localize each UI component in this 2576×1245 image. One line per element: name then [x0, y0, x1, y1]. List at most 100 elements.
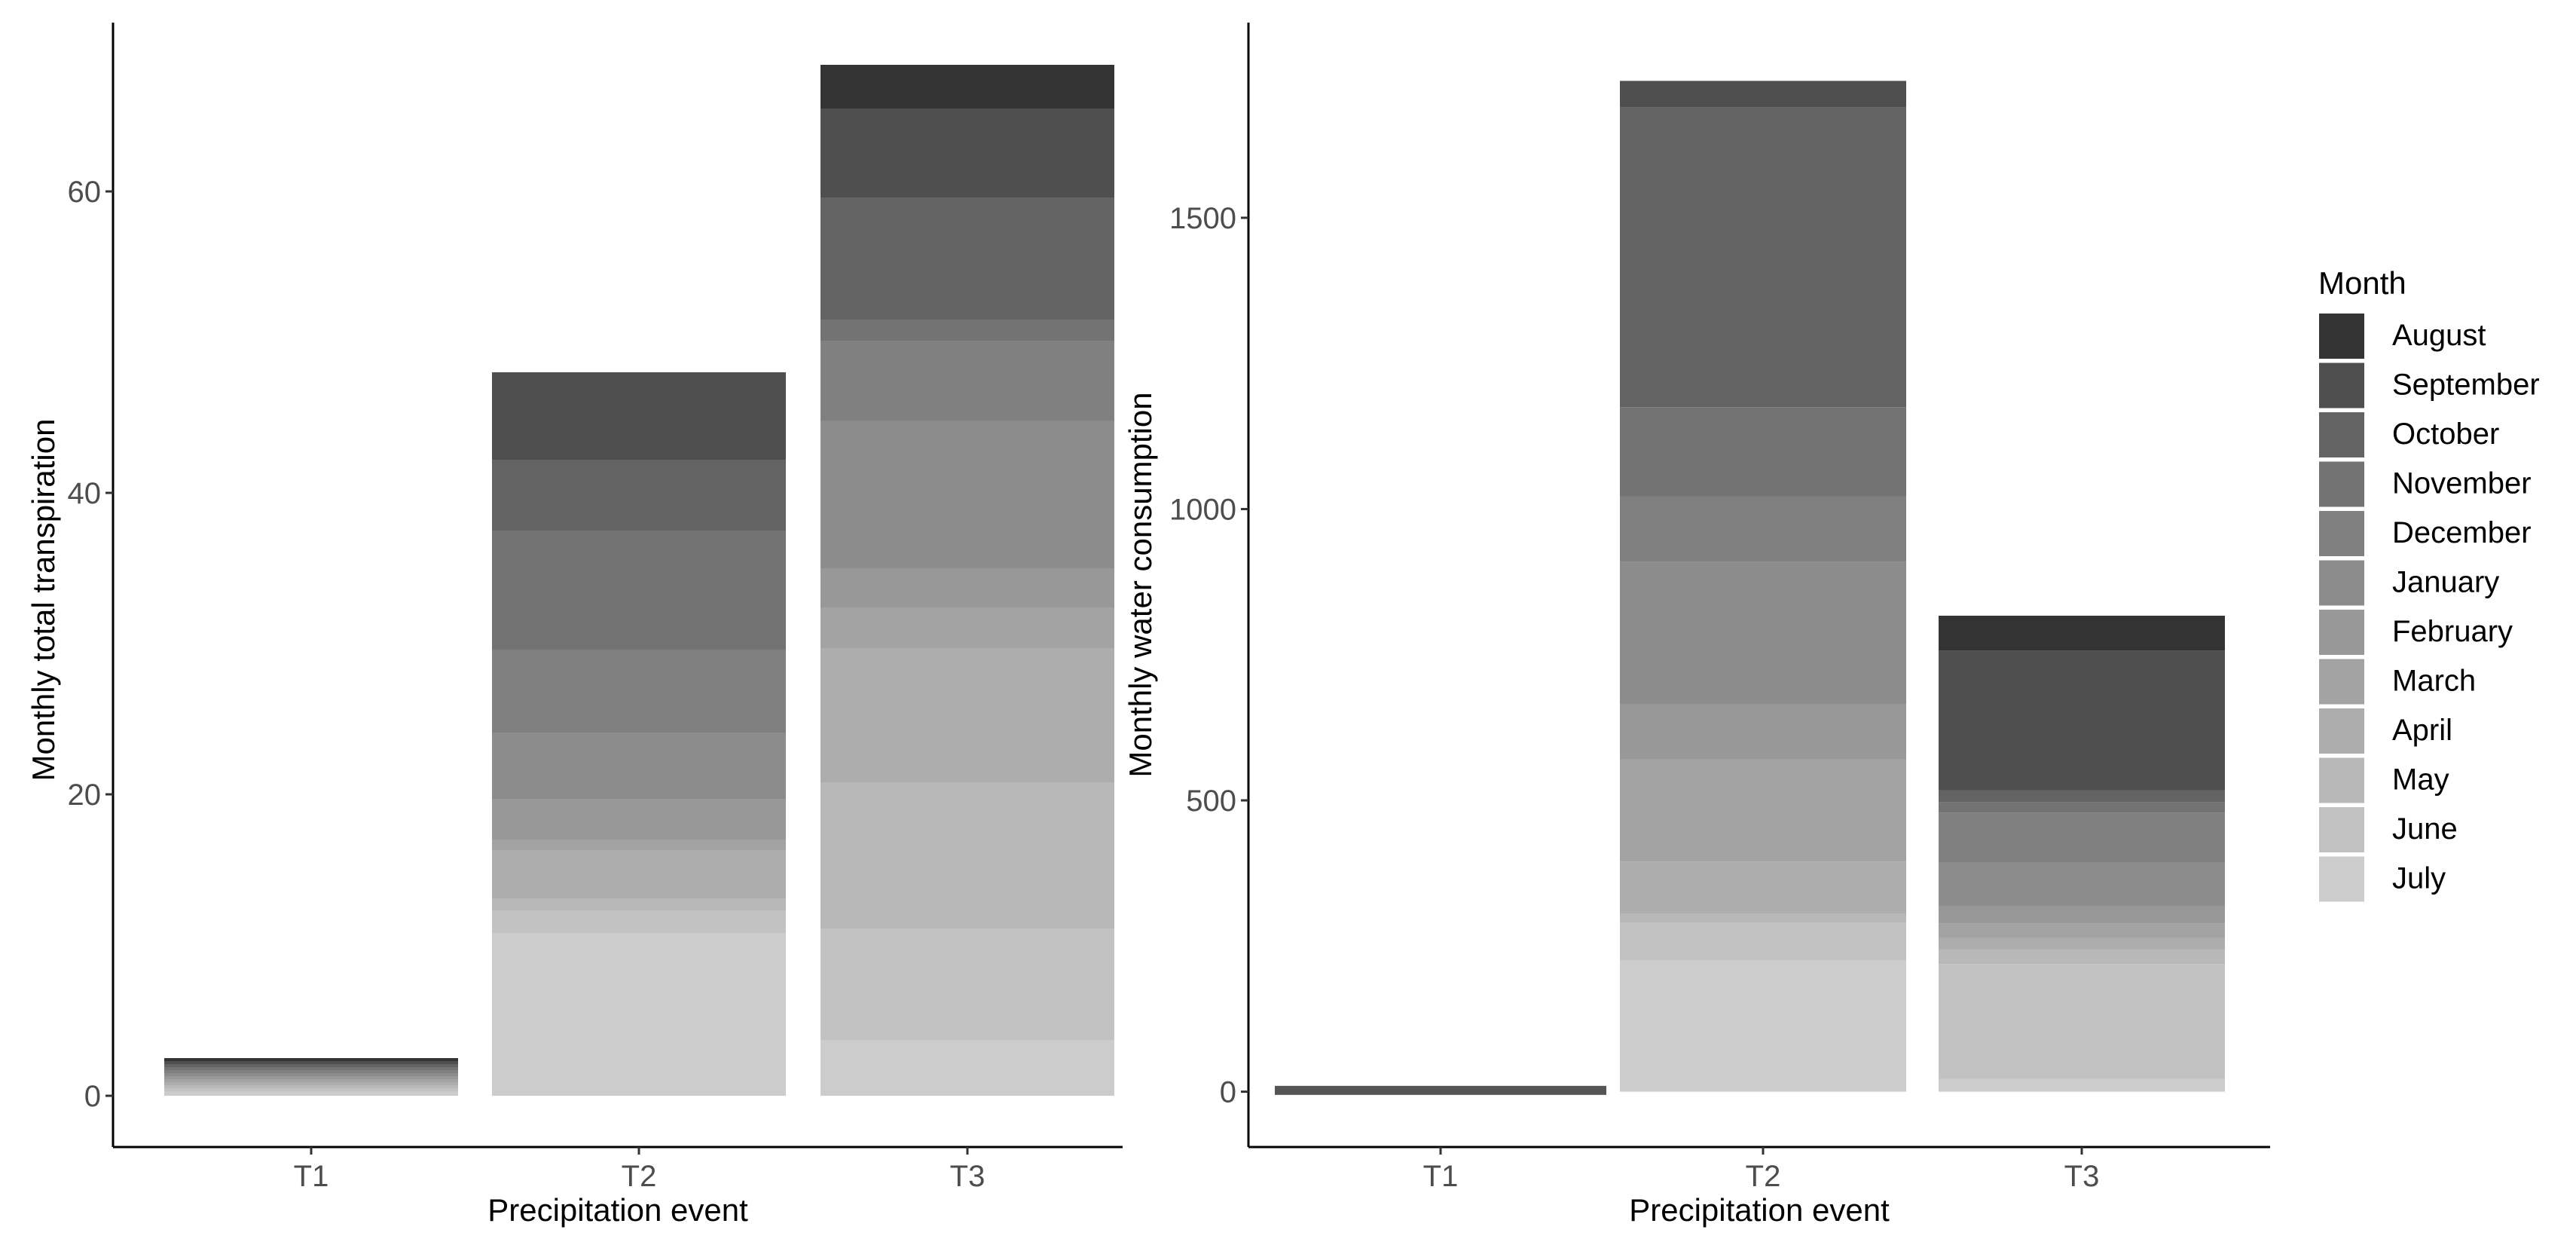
- bar-segment-t2-march: [1620, 759, 1906, 862]
- legend-swatch-december: [2319, 511, 2364, 556]
- legend-swatch-may: [2319, 757, 2364, 803]
- y-tick-label: 0: [1220, 1076, 1236, 1109]
- bar-segment-t3-march: [820, 607, 1114, 648]
- legend-label-march: March: [2392, 665, 2476, 698]
- bar-segment-t1-june: [164, 1088, 458, 1091]
- month-legend: Month August September October November Decem…: [2318, 265, 2540, 902]
- bar-segment-t2-june: [492, 910, 786, 933]
- bar-segment-t1-august: [164, 1058, 458, 1061]
- legend-label-november: November: [2392, 467, 2532, 500]
- y-tick-label: 0: [84, 1080, 101, 1113]
- y-tick-label: 20: [68, 779, 102, 812]
- bar-segment-t3-july: [820, 1040, 1114, 1096]
- bar-segment-t3-march: [1939, 923, 2225, 938]
- bar-segment-t3-august: [820, 65, 1114, 109]
- bar-segment-t1-january: [164, 1073, 458, 1076]
- bar-segment-t3-january: [1939, 861, 2225, 906]
- bar-segment-t1-july: [164, 1091, 458, 1096]
- legend-swatch-april: [2319, 708, 2364, 754]
- bar-segment-t3-april: [1939, 938, 2225, 950]
- y-axis-title: Monthly total transpiration: [26, 419, 61, 782]
- bar-segment-t2-october: [492, 460, 786, 531]
- bar-segment-t2-may: [492, 898, 786, 910]
- bar-segment-t1-november: [164, 1067, 458, 1070]
- legend-label-august: August: [2392, 319, 2486, 352]
- bar-segment-t1-march: [164, 1079, 458, 1082]
- bar-segment-t2-september: [1620, 81, 1906, 108]
- x-tick-label: T3: [950, 1160, 985, 1193]
- x-tick-label: T3: [2064, 1160, 2100, 1193]
- y-tick-label: 40: [68, 477, 102, 510]
- legend-label-june: June: [2392, 812, 2458, 846]
- legend-swatch-august: [2319, 314, 2364, 359]
- bar-segment-t3-september: [1939, 650, 2225, 791]
- bar-segment-t2-december: [492, 650, 786, 733]
- legend-label-september: September: [2392, 369, 2540, 402]
- legend-label-april: April: [2392, 714, 2452, 747]
- legend-swatch-february: [2319, 610, 2364, 655]
- water-consumption-panel: 0 500 1000 1500 T1 T2 T3 Precipitation event Mon…: [1123, 23, 2270, 1228]
- bar-segment-t3-may: [1939, 949, 2225, 965]
- bar-segment-t3-december: [1939, 812, 2225, 862]
- y-axis-title: Monthly water consumption: [1123, 392, 1158, 777]
- bar-segment-t2-april: [492, 850, 786, 898]
- legend-label-october: October: [2392, 418, 2499, 451]
- bar-segment-t3-january: [820, 421, 1114, 568]
- x-tick-label: T2: [622, 1160, 657, 1193]
- bar-segment-t2-february: [1620, 704, 1906, 760]
- bar-segment-t1-february: [164, 1076, 458, 1079]
- bar-segment-t3-may: [820, 782, 1114, 928]
- bar-segment-t2-november: [492, 531, 786, 650]
- legend-label-february: February: [2392, 615, 2513, 648]
- legend-title: Month: [2318, 265, 2406, 301]
- legend-swatch-november: [2319, 461, 2364, 507]
- bar-segment-t2-january: [1620, 561, 1906, 705]
- bar-segment-t2-april: [1620, 861, 1906, 914]
- x-axis-title: Precipitation event: [1629, 1192, 1890, 1228]
- legend-label-december: December: [2392, 516, 2532, 549]
- bar-segment-t2-december: [1620, 496, 1906, 562]
- transpiration-panel: 0 20 40 60 T1 T2 T3 Precipitation event Monthly …: [26, 23, 1123, 1228]
- y-tick-label: 1500: [1169, 202, 1236, 235]
- y-tick-label: 1000: [1169, 494, 1236, 527]
- bar-segment-t1-may: [164, 1085, 458, 1088]
- bar-segment-t3-june: [1939, 964, 2225, 1079]
- legend-swatch-july: [2319, 856, 2364, 902]
- bar-segment-t3-november: [820, 320, 1114, 341]
- bar-segment-t2-january: [492, 733, 786, 799]
- bar-segment-t3-april: [820, 648, 1114, 782]
- bar-segment-t1-sliver: [1275, 1085, 1606, 1095]
- bar-segment-t3-october: [1939, 790, 2225, 803]
- bar-segment-t3-february: [820, 568, 1114, 607]
- bar-segment-t1-october: [164, 1064, 458, 1067]
- legend-label-may: May: [2392, 763, 2449, 797]
- legend-swatch-march: [2319, 659, 2364, 705]
- y-tick-label: 500: [1186, 785, 1236, 818]
- bar-segment-t2-october: [1620, 107, 1906, 408]
- bar-segment-t3-november: [1939, 802, 2225, 813]
- bar-segment-t1-september: [164, 1061, 458, 1064]
- legend-swatch-june: [2319, 807, 2364, 852]
- bar-segment-t2-july: [1620, 960, 1906, 1092]
- bar-segment-t2-september: [492, 372, 786, 460]
- bar-segment-t2-february: [492, 799, 786, 840]
- x-tick-label: T1: [294, 1160, 329, 1193]
- bar-segment-t2-july: [492, 933, 786, 1096]
- legend-label-january: January: [2392, 566, 2499, 599]
- bar-segment-t3-june: [820, 928, 1114, 1040]
- bar-segment-t1-december: [164, 1070, 458, 1073]
- bar-segment-t3-february: [1939, 905, 2225, 924]
- legend-swatch-september: [2319, 362, 2364, 408]
- y-tick-label: 60: [68, 176, 102, 209]
- bar-segment-t2-march: [492, 840, 786, 850]
- legend-swatch-january: [2319, 560, 2364, 606]
- x-axis-title: Precipitation event: [487, 1192, 748, 1228]
- bar-segment-t2-june: [1620, 922, 1906, 961]
- bar-segment-t3-august: [1939, 615, 2225, 651]
- bar-segment-t2-november: [1620, 407, 1906, 497]
- x-tick-label: T1: [1423, 1160, 1459, 1193]
- legend-swatch-october: [2319, 412, 2364, 457]
- legend-label-july: July: [2392, 862, 2446, 895]
- bar-segment-t2-may: [1620, 913, 1906, 923]
